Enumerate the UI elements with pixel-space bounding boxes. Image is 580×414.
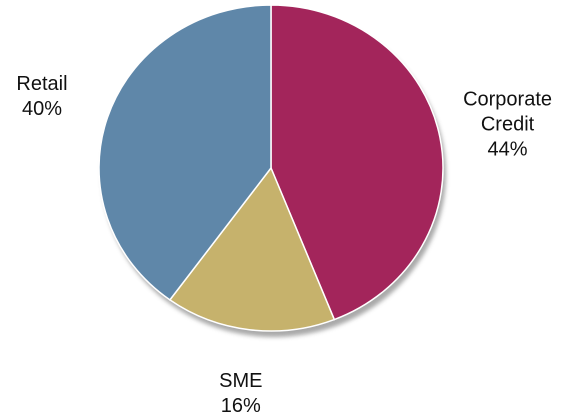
slice-label: Corporate Credit 44% [448,88,568,163]
pie-slice [168,166,336,332]
category-label: Retail [16,73,68,96]
value-label: 40% [21,98,62,121]
pie-slice [98,4,272,301]
category-label: Corporate Credit [463,88,552,136]
slice-label: Retail 40% [0,72,102,122]
slice-label: SME 16% [181,369,301,414]
pie-slice [270,4,444,321]
value-label: 44% [487,138,528,161]
category-label: SME [219,370,263,393]
value-label: 16% [220,395,261,414]
